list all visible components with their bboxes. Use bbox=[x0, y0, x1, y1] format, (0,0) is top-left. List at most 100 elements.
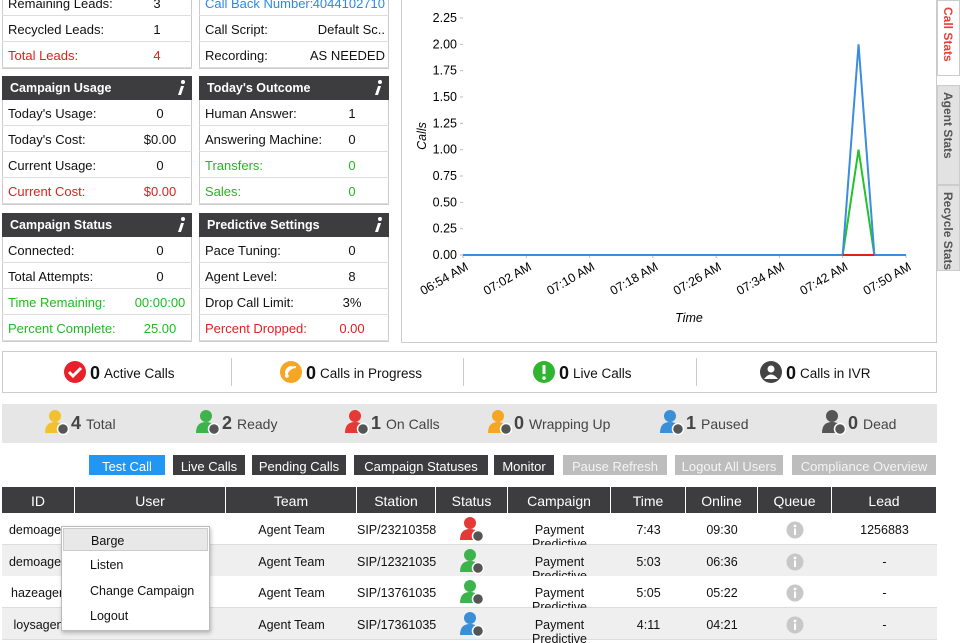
button[interactable]: Pending Calls bbox=[251, 454, 347, 476]
campaign-text: Payment Predictive bbox=[532, 618, 587, 643]
agent-label: Total bbox=[86, 416, 116, 432]
call-stat-count: 0 bbox=[90, 363, 101, 383]
row-value: 1 bbox=[348, 106, 356, 121]
button[interactable]: Live Calls bbox=[172, 454, 246, 476]
agent-count: 2 bbox=[222, 413, 233, 433]
side-tab[interactable]: Recycle Stats bbox=[937, 185, 960, 271]
column-header: Lead bbox=[832, 487, 937, 513]
row-value: 0 bbox=[348, 184, 356, 199]
y-axis-label: Calls bbox=[415, 122, 429, 150]
call-stat-label: Active Calls bbox=[104, 366, 175, 381]
row-label: Total Leads: bbox=[8, 48, 79, 63]
side-tab[interactable]: Agent Stats bbox=[937, 85, 960, 185]
divider bbox=[463, 358, 464, 386]
table-cell: SIP/13761035 bbox=[357, 586, 436, 600]
panel-row: Percent Complete: 25.00 bbox=[2, 315, 192, 341]
panel-row: Total Attempts: 0 bbox=[2, 263, 192, 289]
column-header: Campaign bbox=[508, 487, 611, 513]
agent-icon bbox=[822, 409, 847, 436]
lead-text: 1256883 bbox=[860, 523, 909, 537]
column-header: Team bbox=[226, 487, 357, 513]
status-icon bbox=[460, 516, 485, 543]
panel-row: Transfers: 0 bbox=[199, 152, 389, 178]
info-icon bbox=[373, 79, 383, 97]
row-value: 4 bbox=[153, 48, 161, 63]
row-value: 4044102710 bbox=[312, 0, 385, 11]
id-text: hazeagen bbox=[11, 586, 66, 601]
panel-row: Today's Usage: 0 bbox=[2, 100, 192, 126]
row-label: Today's Cost: bbox=[8, 132, 86, 147]
row-value: 0 bbox=[348, 243, 356, 258]
header-label: Queue bbox=[773, 493, 816, 509]
menu-item[interactable]: Logout bbox=[63, 604, 208, 627]
button[interactable]: Test Call bbox=[88, 454, 166, 476]
button[interactable]: Pause Refresh bbox=[562, 454, 668, 476]
table-cell: 04:21 bbox=[686, 618, 758, 632]
table-cell: 1256883 bbox=[832, 523, 937, 537]
button-label: Pause Refresh bbox=[572, 459, 658, 474]
row-label: Remaining Leads: bbox=[8, 0, 113, 11]
status-icon bbox=[460, 579, 485, 606]
y-tick-label: 0.50 bbox=[433, 195, 457, 209]
panel-row: Current Usage: 0 bbox=[2, 152, 192, 178]
agent-count: 1 bbox=[686, 413, 697, 433]
x-tick-label: 07:34 AM bbox=[734, 259, 787, 298]
series-line bbox=[463, 149, 906, 256]
divider bbox=[696, 358, 697, 386]
row-label: Current Cost: bbox=[8, 184, 86, 199]
column-header: Queue bbox=[758, 487, 832, 513]
table-cell: 05:22 bbox=[686, 586, 758, 600]
row-value: 1 bbox=[153, 22, 161, 37]
button[interactable]: Campaign Statuses bbox=[353, 454, 489, 476]
x-tick-label: 07:02 AM bbox=[481, 259, 534, 298]
row-label: Answering Machine: bbox=[205, 132, 323, 147]
queue-icon bbox=[786, 521, 804, 539]
time-text: 7:43 bbox=[636, 523, 661, 537]
button[interactable]: Logout All Users bbox=[674, 454, 784, 476]
agent-count: 1 bbox=[371, 413, 382, 433]
button[interactable]: Compliance Overview bbox=[791, 454, 937, 476]
agent-label: Paused bbox=[701, 416, 749, 432]
menu-item[interactable]: Listen bbox=[63, 553, 208, 576]
button[interactable]: Monitor bbox=[493, 454, 555, 476]
menu-label: Logout bbox=[90, 608, 129, 623]
header-label: Time bbox=[632, 493, 664, 509]
call-stat-label: Calls in IVR bbox=[800, 366, 871, 381]
panel-header: Predictive Settings bbox=[199, 213, 389, 237]
table-cell: 06:36 bbox=[686, 555, 758, 569]
column-header: Status bbox=[436, 487, 508, 513]
team-text: Agent Team bbox=[258, 554, 325, 569]
menu-item[interactable]: Barge bbox=[63, 528, 208, 551]
tab-label: Recycle Stats bbox=[941, 192, 955, 271]
agent-label: Dead bbox=[863, 416, 897, 432]
agent-count: 0 bbox=[514, 413, 525, 433]
row-value: 0.00 bbox=[339, 321, 365, 336]
panel-row: Recycled Leads: 1 bbox=[2, 16, 192, 42]
menu-label: Listen bbox=[90, 558, 124, 573]
side-tab[interactable]: Call Stats bbox=[937, 0, 960, 76]
y-tick-label: 0.75 bbox=[433, 169, 457, 183]
row-label: Agent Level: bbox=[205, 269, 278, 284]
menu-item[interactable]: Change Campaign bbox=[63, 579, 208, 602]
call-stat-icon bbox=[279, 360, 303, 384]
menu-label: Barge bbox=[91, 534, 125, 548]
station-text: SIP/12321035 bbox=[357, 554, 437, 569]
call-stats-bar bbox=[2, 351, 937, 393]
agent-count: 4 bbox=[71, 413, 82, 433]
queue-icon bbox=[786, 553, 804, 571]
panel-row: Call Back Number: 4044102710 bbox=[199, 0, 389, 16]
panel-row: Total Leads: 4 bbox=[2, 42, 192, 68]
x-tick-label: 07:26 AM bbox=[671, 259, 724, 298]
panel-row: Today's Cost: $0.00 bbox=[2, 126, 192, 152]
column-header: User bbox=[75, 487, 226, 513]
table-cell: Agent Team bbox=[226, 586, 357, 600]
id-text: demoagen bbox=[8, 554, 69, 569]
table-cell: - bbox=[832, 618, 937, 632]
column-header: ID bbox=[2, 487, 75, 513]
online-text: 09:30 bbox=[706, 523, 738, 537]
table-cell: Payment Predictive bbox=[508, 618, 611, 643]
status-icon bbox=[460, 548, 485, 574]
row-label: Recycled Leads: bbox=[8, 22, 105, 37]
agent-stats-bar bbox=[2, 404, 937, 443]
